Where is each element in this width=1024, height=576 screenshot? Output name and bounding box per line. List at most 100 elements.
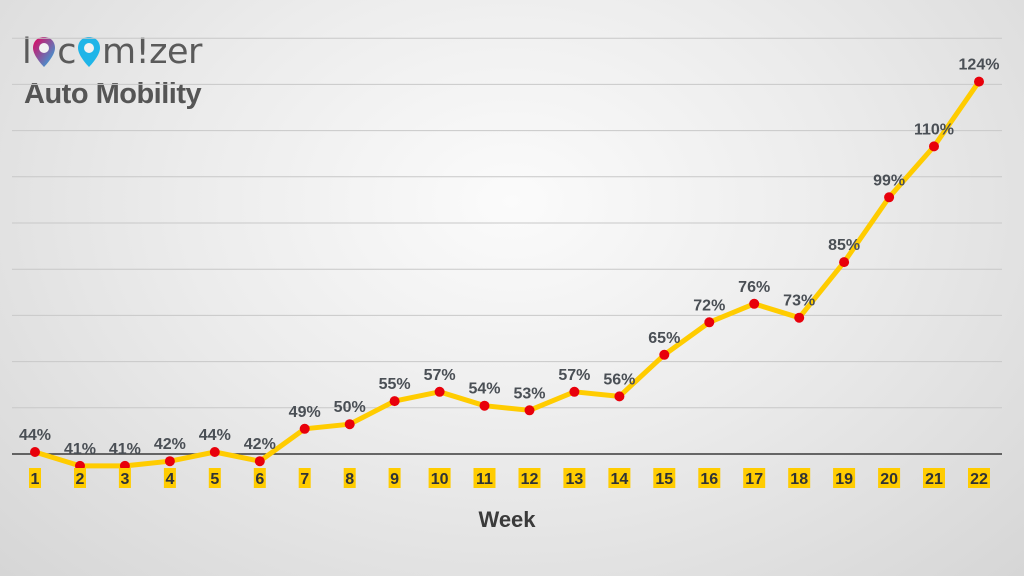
x-tick-label: 3 xyxy=(120,471,129,488)
data-label: 65% xyxy=(648,330,680,347)
data-point xyxy=(704,317,715,328)
logo-letter-z: z xyxy=(149,32,167,72)
tick-label-highlight xyxy=(608,468,631,488)
logo-letter-exclaim: ! xyxy=(135,32,150,72)
data-label: 124% xyxy=(959,57,1000,74)
tick-label-highlight xyxy=(388,468,401,488)
chart-gridlines xyxy=(12,37,1002,409)
data-label: 110% xyxy=(914,121,954,138)
tick-label-highlight xyxy=(563,468,586,488)
logo-letter-c: c xyxy=(57,32,76,72)
x-tick-label: 19 xyxy=(835,471,853,488)
tick-label-highlight xyxy=(878,468,901,488)
x-tick-label: 21 xyxy=(925,471,943,488)
chart-data-labels: 44% 41% 41% 42% 44% 42% 49% 50% 55% 57% 54% 53% 57% 5… xyxy=(19,57,999,458)
tick-label-highlight xyxy=(208,468,221,488)
data-point xyxy=(614,391,625,402)
chart-markers xyxy=(30,76,984,471)
chart-subtitle: Auto Mobility xyxy=(24,78,202,110)
data-point xyxy=(344,419,355,430)
data-label: 53% xyxy=(513,385,545,402)
data-point xyxy=(434,386,445,397)
chart-series-line xyxy=(32,79,982,469)
chart-x-ticks: 1 2 3 4 5 6 7 8 9 10 11 12 13 14 15 16 17 18 19 20 21 22 xyxy=(29,468,990,488)
company-logo: l c m ! z e r xyxy=(22,30,202,74)
data-label: 41% xyxy=(64,441,96,458)
x-tick-label: 9 xyxy=(390,471,399,488)
data-point xyxy=(839,257,850,268)
tick-label-highlight xyxy=(118,468,131,488)
x-tick-label: 12 xyxy=(521,471,539,488)
data-label: 56% xyxy=(603,371,635,388)
data-label: 85% xyxy=(828,237,860,254)
tick-label-highlight xyxy=(74,468,86,488)
data-label: 76% xyxy=(738,279,770,296)
x-tick-label: 13 xyxy=(566,471,584,488)
data-point xyxy=(254,456,265,467)
tick-label-highlight xyxy=(923,468,945,488)
data-label: 72% xyxy=(693,297,725,314)
x-tick-label: 16 xyxy=(700,471,718,488)
x-tick-label: 6 xyxy=(255,471,264,488)
data-point xyxy=(659,349,670,360)
x-tick-label: 22 xyxy=(970,471,988,488)
tick-label-highlight xyxy=(163,468,176,488)
data-point xyxy=(884,192,895,203)
map-pin-icon xyxy=(33,37,56,67)
x-tick-label: 20 xyxy=(880,471,898,488)
data-label: 99% xyxy=(873,172,905,189)
x-tick-label: 11 xyxy=(476,471,493,488)
x-tick-label: 15 xyxy=(655,471,673,488)
data-label: 49% xyxy=(289,404,321,421)
tick-label-highlight xyxy=(968,468,990,488)
logo-letter-e: e xyxy=(167,32,189,72)
data-point xyxy=(299,423,310,434)
data-label: 57% xyxy=(424,367,456,384)
x-tick-label: 1 xyxy=(31,471,40,488)
data-point xyxy=(209,447,220,457)
tick-label-highlight xyxy=(743,468,766,488)
data-label: 42% xyxy=(244,436,276,453)
x-tick-label: 7 xyxy=(300,471,309,488)
tick-label-highlight xyxy=(343,468,356,488)
data-label: 41% xyxy=(109,441,141,458)
data-point xyxy=(974,76,984,87)
tick-label-highlight xyxy=(698,468,721,488)
data-point xyxy=(929,141,939,152)
data-label: 54% xyxy=(468,381,500,398)
map-pin-icon xyxy=(77,37,100,67)
data-label: 50% xyxy=(334,399,366,416)
x-axis-title: Week xyxy=(478,507,536,532)
tick-label-highlight xyxy=(298,468,311,488)
data-label: 44% xyxy=(199,427,231,444)
data-point xyxy=(479,400,490,411)
tick-label-highlight xyxy=(473,468,496,488)
tick-label-highlight xyxy=(253,468,266,488)
x-tick-label: 2 xyxy=(76,471,85,488)
data-label: 73% xyxy=(783,293,815,310)
data-point xyxy=(164,456,175,467)
series-line xyxy=(32,79,982,469)
x-tick-label: 8 xyxy=(345,471,354,488)
data-label: 44% xyxy=(19,427,51,444)
x-tick-label: 5 xyxy=(210,471,219,488)
data-label: 57% xyxy=(558,367,590,384)
data-label: 42% xyxy=(154,436,186,453)
x-tick-label: 17 xyxy=(745,471,763,488)
data-point xyxy=(389,396,400,407)
data-point xyxy=(524,405,535,416)
tick-label-highlight xyxy=(653,468,676,488)
logo-letter-l: l xyxy=(22,32,32,72)
tick-label-highlight xyxy=(29,468,41,488)
x-tick-label: 18 xyxy=(790,471,808,488)
data-point xyxy=(569,386,580,397)
x-tick-label: 4 xyxy=(165,471,174,488)
data-point xyxy=(794,312,805,323)
tick-label-highlight xyxy=(788,468,811,488)
data-point xyxy=(749,298,760,309)
tick-label-highlight xyxy=(428,468,451,488)
tick-label-highlight xyxy=(518,468,541,488)
data-point xyxy=(30,447,40,457)
x-tick-label: 10 xyxy=(431,471,449,488)
